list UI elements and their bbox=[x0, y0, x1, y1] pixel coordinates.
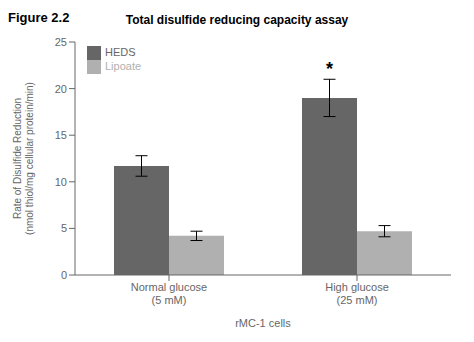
svg-text:5: 5 bbox=[61, 222, 67, 234]
svg-text:0: 0 bbox=[61, 269, 67, 281]
svg-text:25: 25 bbox=[55, 36, 67, 48]
svg-text:20: 20 bbox=[55, 83, 67, 95]
html-text:Lipoate: Lipoate bbox=[105, 60, 142, 73]
svg-text:Rate of Disulfide Reduction(nm: Rate of Disulfide Reduction(nmol thiol/m… bbox=[12, 82, 35, 235]
html-text:HEDS: HEDS bbox=[105, 46, 136, 58]
svg-text:High glucose(25 mM): High glucose(25 mM) bbox=[325, 281, 389, 306]
svg-text:10: 10 bbox=[55, 176, 67, 188]
svg-text:Normal glucose(5 mM): Normal glucose(5 mM) bbox=[131, 281, 207, 306]
svg-text:*: * bbox=[326, 59, 333, 79]
svg-text:15: 15 bbox=[55, 129, 67, 141]
html-text:Figure 2.2: Figure 2.2 bbox=[8, 10, 70, 25]
svg-text:rMC-1 cells: rMC-1 cells bbox=[235, 317, 291, 329]
html-text:Total disulfide reducing capac: Total disulfide reducing capacity assay bbox=[125, 13, 349, 27]
